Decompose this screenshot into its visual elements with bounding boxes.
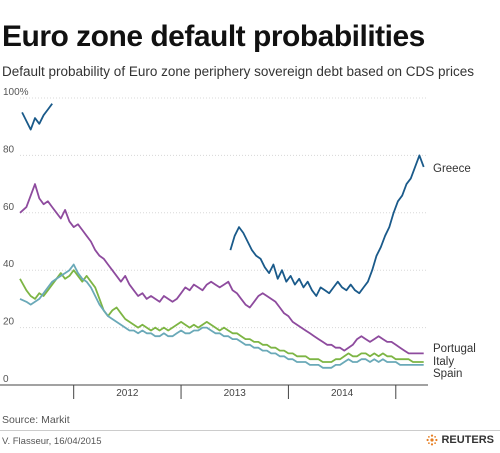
brand-name: REUTERS — [441, 434, 494, 446]
chart-title: Euro zone default probabilities — [2, 20, 425, 53]
source-note: Source: Markit — [2, 414, 70, 426]
series-line-greece — [21, 103, 53, 131]
x-tick-label: 2013 — [224, 388, 247, 399]
series-label-spain: Spain — [433, 368, 462, 380]
series-label-italy: Italy — [433, 356, 454, 368]
brand-logo: REUTERS — [426, 434, 494, 446]
y-tick-label: 20 — [3, 317, 15, 328]
series-line-portugal — [19, 183, 424, 355]
series-label-portugal: Portugal — [433, 343, 476, 355]
y-tick-label: 80 — [3, 144, 15, 155]
series-line-spain — [19, 263, 424, 369]
y-tick-label: 0 — [3, 374, 9, 385]
footer-divider — [0, 430, 500, 431]
x-tick-label: 2012 — [116, 388, 139, 399]
y-tick-label: 40 — [3, 259, 15, 270]
series-label-greece: Greece — [433, 163, 471, 175]
line-chart: 0 20 40 60 80 100% 2012 2013 2014 Greece PortugalI… — [0, 88, 476, 399]
credit-note: V. Flasseur, 16/04/2015 — [2, 436, 102, 447]
series-line-italy — [19, 269, 424, 363]
reuters-dot-logo-icon — [426, 434, 438, 446]
y-tick-label: 60 — [3, 202, 15, 213]
x-tick-label: 2014 — [331, 388, 354, 399]
series-line-greece — [229, 154, 425, 297]
chart-subtitle: Default probability of Euro zone periphe… — [2, 64, 475, 79]
y-tick-label: 100% — [3, 88, 29, 98]
